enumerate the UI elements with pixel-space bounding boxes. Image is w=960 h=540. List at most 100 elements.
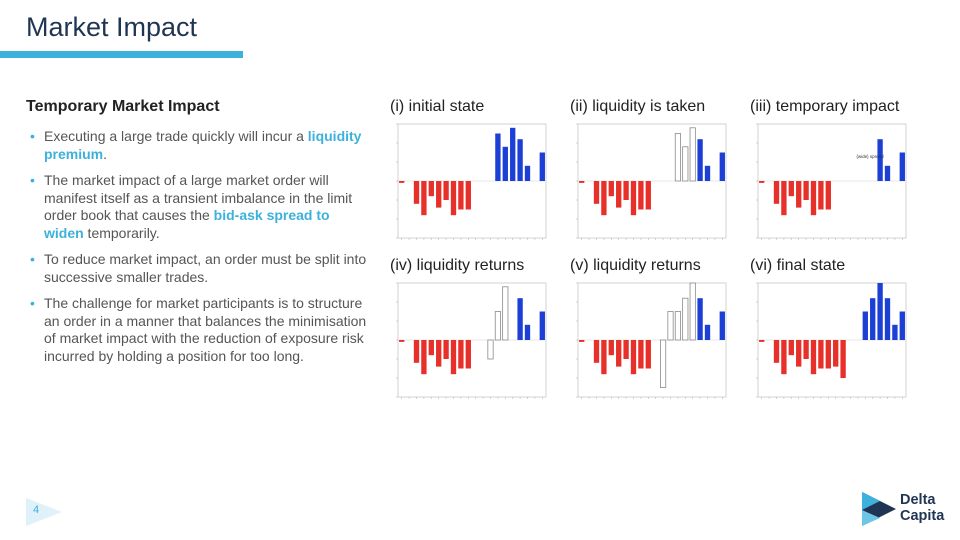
bid-bar <box>608 340 614 356</box>
order-book-chart <box>576 123 727 240</box>
bid-bar <box>421 181 427 216</box>
bid-bar <box>759 181 765 183</box>
chart-title: (iii) temporary impact <box>750 98 900 115</box>
removed-liquidity-bar <box>487 339 494 360</box>
ask-bar <box>539 152 545 181</box>
bullet-dot-icon: • <box>30 251 35 267</box>
bid-bar <box>623 181 629 200</box>
bid-bar <box>645 340 651 369</box>
bid-bar <box>773 181 780 204</box>
bid-bar <box>773 340 780 363</box>
bid-bar <box>413 340 420 363</box>
ask-bar <box>877 139 883 181</box>
bid-bar <box>593 181 600 204</box>
bid-bar <box>458 181 464 210</box>
bid-bar <box>601 340 607 375</box>
logo-wordmark: Delta Capita <box>900 492 945 524</box>
ask-bar <box>877 283 883 340</box>
ask-bar <box>704 165 711 181</box>
ask-bar <box>884 165 891 181</box>
bid-bar <box>630 181 637 216</box>
bid-bar <box>781 181 787 216</box>
removed-liquidity-bar <box>682 146 689 182</box>
order-book-chart <box>576 282 727 399</box>
bid-bar <box>465 340 471 369</box>
removed-liquidity-bar <box>502 286 509 341</box>
bid-bar <box>781 340 787 375</box>
removed-liquidity-bar <box>660 339 667 388</box>
bid-bar <box>788 340 794 356</box>
bid-bar <box>616 181 622 208</box>
chart-panel-liquidity-returns-1: (iv) liquidity returns <box>390 257 570 405</box>
bid-bar <box>638 181 644 210</box>
ask-bar <box>697 298 703 340</box>
bid-bar <box>803 181 809 200</box>
bid-bar <box>796 340 802 367</box>
bid-bar <box>399 181 405 183</box>
bid-bar <box>840 340 846 378</box>
chart-title: (iv) liquidity returns <box>390 257 525 274</box>
removed-liquidity-bar <box>682 297 689 341</box>
ask-bar <box>870 298 876 340</box>
bid-bar <box>579 340 585 342</box>
ask-bar <box>892 324 898 340</box>
bullet-list: • Executing a large trade quickly will in… <box>28 128 370 374</box>
removed-liquidity-bar <box>494 311 501 341</box>
bid-bar <box>825 340 831 369</box>
page-number-badge: 4 <box>26 498 62 526</box>
bid-bar <box>458 340 464 369</box>
bid-bar <box>428 181 434 197</box>
bid-bar <box>450 340 457 375</box>
ask-bar <box>510 127 516 181</box>
removed-liquidity-bar <box>667 311 674 341</box>
highlight-text: bid-ask spread to widen <box>44 207 330 241</box>
ask-bar <box>524 324 531 340</box>
bullet-item: • The challenge for market participants i… <box>30 295 367 364</box>
chart-title: (vi) final state <box>750 257 846 274</box>
chart-panel-initial-state: (i) initial state <box>390 98 570 246</box>
delta-logo-icon <box>862 492 896 526</box>
removed-liquidity-bar <box>689 127 696 182</box>
bid-bar <box>616 340 622 367</box>
bullet-dot-icon: • <box>30 128 35 144</box>
ask-bar <box>539 311 545 340</box>
delta-capita-logo: Delta Capita <box>860 490 950 528</box>
ask-bar <box>719 311 725 340</box>
spread-annotation: {wide} spread <box>856 154 884 159</box>
slide-title: Market Impact <box>26 12 198 42</box>
bid-bar <box>638 340 644 369</box>
bid-bar <box>579 181 585 183</box>
bid-bar <box>413 181 420 204</box>
ask-bar <box>862 311 868 340</box>
bid-bar <box>465 181 471 210</box>
chart-panel-final-state: (vi) final state <box>750 257 930 405</box>
bid-bar <box>593 340 600 363</box>
chart-panel-temporary-impact: (iii) temporary impact {wide} spread <box>750 98 930 246</box>
chart-title: (v) liquidity returns <box>570 257 701 274</box>
bid-bar <box>601 181 607 216</box>
triangle-marker-icon <box>26 498 62 526</box>
removed-liquidity-bar <box>689 282 696 341</box>
removed-liquidity-bar <box>674 311 681 341</box>
ask-bar <box>517 139 523 181</box>
order-book-chart <box>396 123 547 240</box>
bullet-item: • To reduce market impact, an order must … <box>30 251 367 285</box>
bid-bar <box>788 181 794 197</box>
chart-panel-liquidity-taken: (ii) liquidity is taken <box>570 98 750 246</box>
bid-bar <box>399 340 405 342</box>
ask-bar <box>495 133 501 181</box>
ask-bar <box>719 152 725 181</box>
bid-bar <box>645 181 651 210</box>
ask-bar <box>524 165 531 181</box>
bid-bar <box>759 340 765 342</box>
bid-bar <box>436 340 442 367</box>
order-book-chart <box>396 282 547 399</box>
chart-title: (ii) liquidity is taken <box>570 98 706 115</box>
highlight-text: liquidity premium <box>44 128 362 162</box>
bid-bar <box>428 340 434 356</box>
ask-bar <box>884 298 891 340</box>
ask-bar <box>899 311 905 340</box>
ask-bar <box>899 152 905 181</box>
ask-bar <box>502 146 508 181</box>
bid-bar <box>810 340 817 375</box>
